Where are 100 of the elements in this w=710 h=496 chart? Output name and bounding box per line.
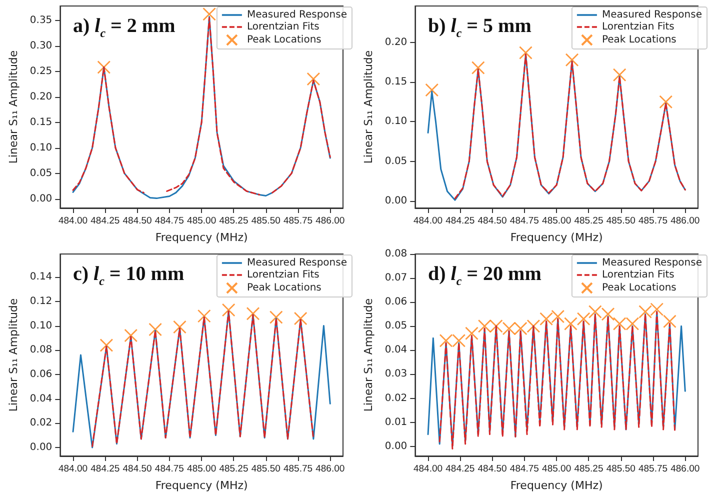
- x-tick-label: 484.25: [446, 464, 475, 474]
- y-tick-label: 0.00: [384, 440, 408, 452]
- x-tick-label: 485.50: [606, 216, 636, 226]
- legend-label: Peak Locations: [602, 282, 676, 294]
- x-tick-label: 484.75: [510, 216, 539, 226]
- y-tick-label: 0.12: [30, 296, 52, 307]
- point: [197, 309, 211, 323]
- legend-label: Lorentzian Fits: [246, 270, 320, 280]
- point: [471, 61, 485, 74]
- y-tick-label: 0.08: [30, 344, 52, 356]
- point: [576, 312, 590, 326]
- x-tick-label: 484.75: [510, 464, 539, 474]
- y-tick-label: 0.05: [384, 156, 408, 167]
- x-tick-label: 485.00: [187, 464, 216, 474]
- y-axis-title: Linear S₁₁ Amplitude: [7, 50, 20, 164]
- point: [514, 322, 528, 336]
- point: [659, 95, 673, 109]
- point: [246, 306, 260, 320]
- y-tick-label: 0.10: [30, 320, 52, 332]
- legend-label: Measured Response: [246, 10, 348, 20]
- x-tick-label: 484.50: [478, 216, 507, 226]
- y-tick-label: 0.05: [30, 168, 52, 179]
- y-tick-label: 0.03: [384, 368, 408, 380]
- x-tick-label: 486.00: [670, 216, 700, 226]
- legend-label: Measured Response: [602, 258, 702, 268]
- point: [425, 83, 439, 97]
- point: [173, 320, 186, 334]
- x-tick-label: 485.25: [219, 464, 248, 474]
- x-axis-title: Frequency (MHz): [155, 231, 248, 244]
- point: [148, 322, 162, 336]
- y-tick-label: 0.30: [30, 40, 52, 52]
- y-tick-label: 0.02: [30, 418, 52, 429]
- legend-label: Measured Response: [602, 10, 702, 20]
- x-tick-label: 485.75: [283, 464, 313, 474]
- y-tick-label: 0.20: [30, 91, 52, 102]
- point: [601, 307, 615, 321]
- point: [565, 53, 579, 67]
- point: [502, 322, 516, 336]
- y-tick-label: 0.15: [384, 76, 408, 88]
- legend-label: Peak Locations: [246, 282, 322, 294]
- x-tick-label: 484.50: [478, 464, 507, 474]
- x-tick-label: 486.00: [670, 464, 700, 474]
- point: [100, 338, 114, 352]
- x-tick-label: 485.00: [542, 216, 572, 226]
- y-tick-label: 0.14: [30, 272, 52, 283]
- y-tick-label: 0.02: [384, 392, 408, 404]
- point: [526, 319, 540, 333]
- point: [564, 317, 578, 330]
- point: [97, 60, 111, 74]
- point: [478, 319, 492, 333]
- x-tick-label: 484.25: [90, 216, 120, 226]
- x-axis-title: Frequency (MHz): [510, 479, 603, 492]
- x-axis-title: Frequency (MHz): [155, 479, 248, 492]
- point: [588, 305, 602, 318]
- y-tick-label: 0.00: [384, 195, 408, 206]
- point: [612, 317, 626, 330]
- y-tick-label: 0.08: [384, 248, 408, 260]
- x-tick-label: 485.25: [574, 464, 604, 474]
- point: [269, 310, 283, 324]
- point: [626, 317, 640, 330]
- x-axis-title: Frequency (MHz): [510, 231, 603, 244]
- x-tick-label: 484.50: [122, 216, 152, 226]
- x-tick-label: 485.00: [187, 216, 216, 226]
- point: [452, 334, 466, 348]
- point: [551, 310, 565, 324]
- x-tick-label: 484.00: [413, 464, 443, 474]
- y-tick-label: 0.00: [30, 442, 52, 453]
- point: [465, 326, 478, 340]
- y-tick-label: 0.00: [30, 193, 52, 204]
- y-tick-label: 0.10: [30, 142, 52, 154]
- y-tick-label: 0.06: [384, 296, 408, 308]
- y-tick-label: 0.25: [30, 66, 52, 77]
- point: [124, 328, 138, 342]
- x-tick-label: 485.25: [574, 216, 604, 226]
- x-tick-label: 485.50: [251, 464, 280, 474]
- y-tick-label: 0.06: [30, 368, 52, 380]
- x-tick-label: 484.75: [154, 464, 184, 474]
- x-tick-label: 484.75: [154, 216, 184, 226]
- y-axis-title: Linear S₁₁ Amplitude: [362, 50, 375, 164]
- x-tick-label: 484.25: [90, 464, 120, 474]
- point: [519, 46, 532, 60]
- legend-label: Peak Locations: [246, 34, 322, 46]
- x-tick-label: 485.75: [638, 464, 668, 474]
- y-axis-title: Linear S₁₁ Amplitude: [7, 298, 20, 412]
- y-tick-label: 0.04: [30, 393, 52, 404]
- point: [294, 312, 308, 326]
- y-tick-label: 0.35: [30, 14, 52, 26]
- point: [489, 319, 503, 333]
- point: [439, 334, 453, 348]
- point: [638, 305, 652, 318]
- x-tick-label: 485.50: [251, 216, 280, 226]
- y-tick-label: 0.01: [384, 416, 408, 428]
- x-tick-label: 484.00: [413, 216, 443, 226]
- legend-label: Peak Locations: [602, 34, 676, 46]
- point: [540, 312, 553, 326]
- point: [202, 7, 216, 21]
- y-tick-label: 0.07: [384, 272, 408, 284]
- y-tick-label: 0.04: [384, 344, 408, 356]
- point: [612, 68, 626, 82]
- y-tick-label: 0.10: [384, 116, 408, 128]
